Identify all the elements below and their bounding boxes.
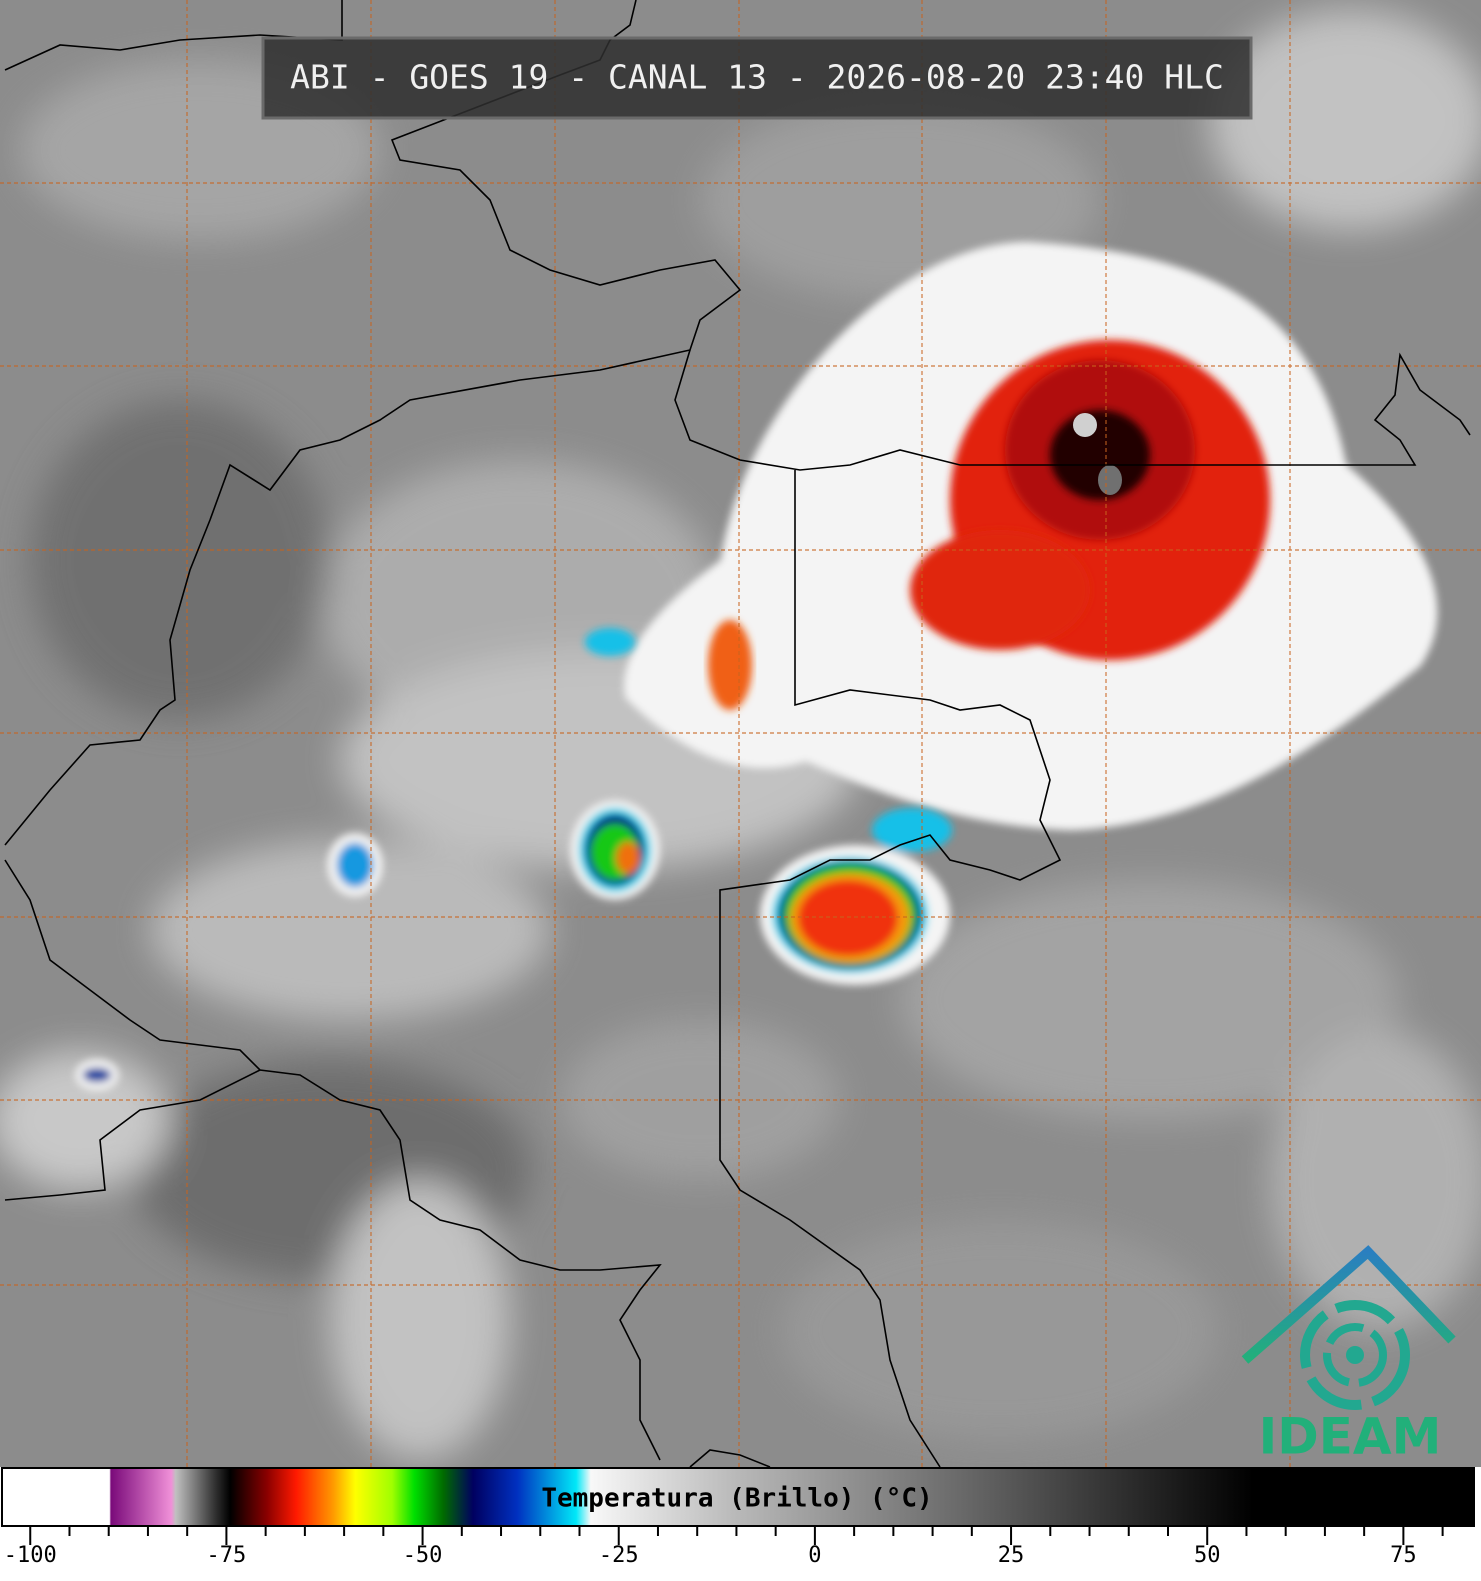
- colorbar-scale: [1, 1467, 1475, 1527]
- tick-label: 50: [1194, 1543, 1221, 1568]
- tick-label: -50: [403, 1543, 443, 1568]
- graticule: [0, 0, 1481, 1467]
- tick-label: 25: [998, 1543, 1025, 1568]
- title-box: ABI - GOES 19 - CANAL 13 - 2026-08-20 23…: [261, 36, 1253, 120]
- small-storms: [75, 628, 952, 1091]
- tick-label: -100: [4, 1543, 57, 1568]
- ideam-logo: IDEAM: [1241, 1245, 1456, 1466]
- title: ABI - GOES 19 - CANAL 13 - 2026-08-20 23…: [290, 58, 1224, 97]
- main-storm: [624, 242, 1438, 831]
- tick-label: 75: [1390, 1543, 1417, 1568]
- logo-text: IDEAM: [1259, 1408, 1442, 1466]
- tick-label: -75: [207, 1543, 247, 1568]
- colorbar-label: Temperatura (Brillo) (°C): [541, 1484, 932, 1514]
- colorbar: Temperatura (Brillo) (°C) -100 -75 -50 -25 0…: [1, 1467, 1475, 1568]
- tick-label: -25: [599, 1543, 639, 1568]
- map-imagery: IDEAM ABI - GOES 19 - CANAL 13 - 2026-08…: [0, 0, 1481, 1468]
- tick-label: 0: [808, 1543, 821, 1568]
